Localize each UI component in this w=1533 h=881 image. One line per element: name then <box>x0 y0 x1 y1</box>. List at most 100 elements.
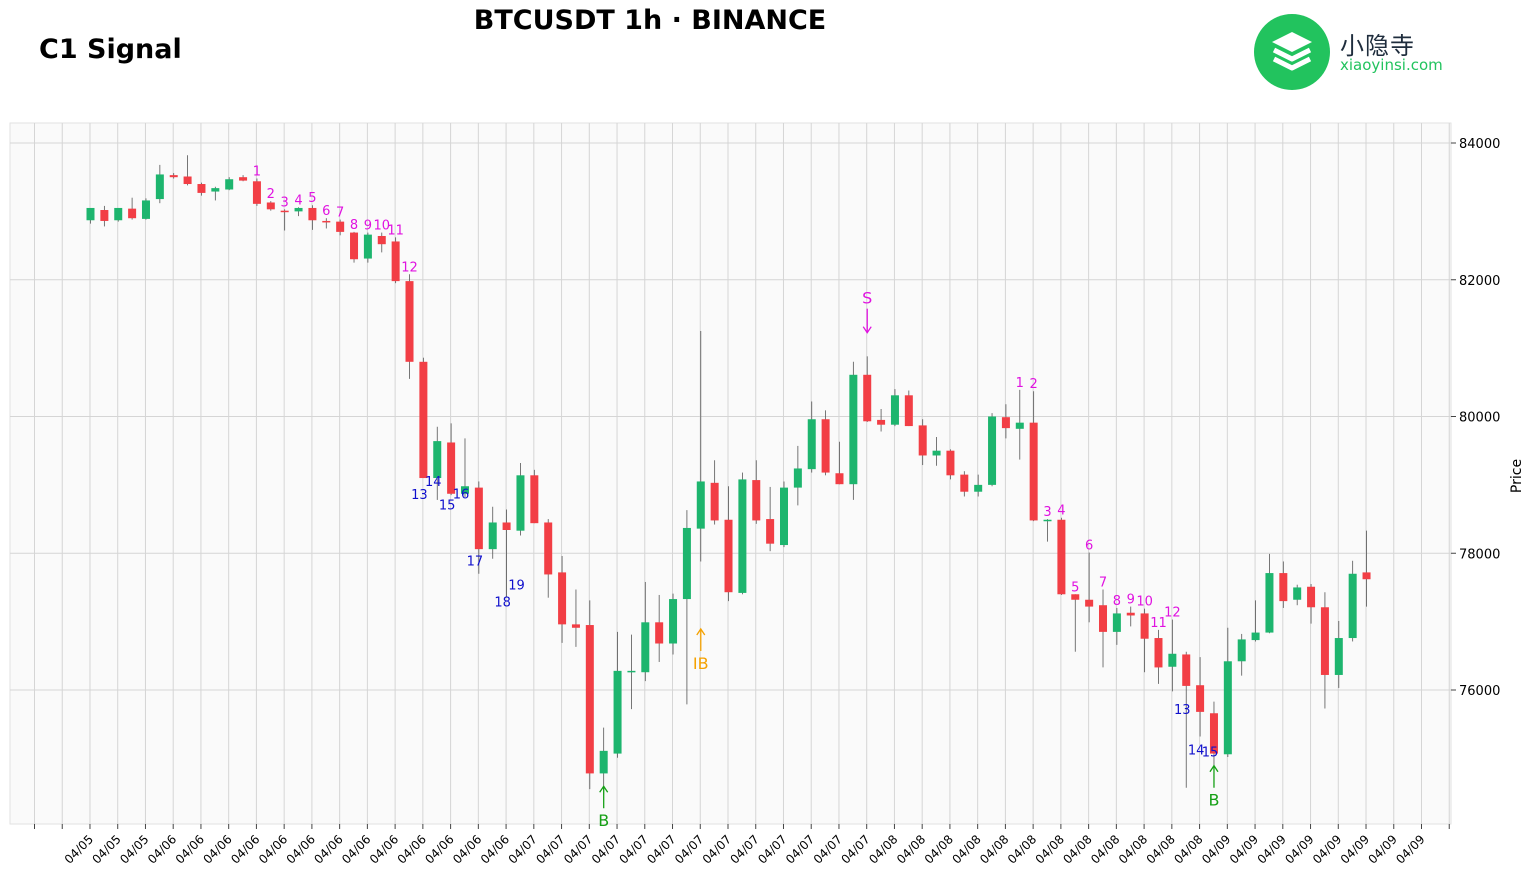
candle-body <box>239 177 248 181</box>
x-tick-label: 04/08 <box>922 832 956 866</box>
candle <box>405 274 414 379</box>
y-tick-label: 76000 <box>1459 684 1500 699</box>
candle-body <box>86 207 95 221</box>
candle <box>585 600 594 790</box>
candle <box>211 186 220 201</box>
candle <box>377 232 386 253</box>
signal-label: S <box>862 289 872 308</box>
candle-body <box>710 482 719 521</box>
candle-body <box>169 175 178 178</box>
candle <box>1307 584 1316 624</box>
candle <box>447 423 456 496</box>
candle <box>1001 404 1010 439</box>
candle-body <box>1237 639 1246 662</box>
countdown-count-label: 15 <box>439 498 456 513</box>
x-tick-label: 04/08 <box>977 832 1011 866</box>
candle-body <box>419 361 428 479</box>
candle-body <box>988 416 997 485</box>
candle <box>128 197 137 220</box>
x-tick-label: 04/06 <box>173 832 207 866</box>
candle-body <box>1348 573 1357 639</box>
x-tick-label: 04/09 <box>1199 832 1233 866</box>
candle-body <box>474 487 483 550</box>
x-tick-label: 04/07 <box>672 832 706 866</box>
candle <box>266 201 275 211</box>
candle-body <box>1071 594 1080 600</box>
candle-body <box>613 670 622 754</box>
corner-title: C1 Signal <box>39 34 182 65</box>
candle <box>391 237 400 284</box>
candle <box>1057 517 1066 595</box>
arrow-head-icon <box>599 785 609 793</box>
candle <box>474 481 483 574</box>
candle-body <box>946 450 955 476</box>
candle <box>322 218 331 229</box>
arrow-head-icon <box>862 326 872 334</box>
x-tick-label: 04/08 <box>1005 832 1039 866</box>
candle-body <box>1112 613 1121 632</box>
candle-body <box>447 442 456 494</box>
candle <box>1223 627 1232 758</box>
candle-body <box>1126 612 1135 616</box>
candle-body <box>391 241 400 282</box>
setup-count-label: 4 <box>294 193 302 208</box>
candle <box>599 727 608 795</box>
candle <box>752 460 761 524</box>
x-tick-label: 04/07 <box>728 832 762 866</box>
candle <box>918 419 927 466</box>
y-tick-label: 84000 <box>1459 137 1500 152</box>
x-tick-label: 04/07 <box>838 832 872 866</box>
candle-body <box>280 210 289 213</box>
candle <box>682 510 691 705</box>
setup-count-label: 2 <box>1030 377 1038 392</box>
countdown-count-label: 14 <box>425 475 442 490</box>
candle <box>183 155 192 186</box>
countdown-count-label: 13 <box>411 488 428 503</box>
candles <box>86 155 1371 795</box>
candle-body <box>877 419 886 425</box>
candle <box>294 207 303 217</box>
candle-body <box>641 622 650 673</box>
candle-body <box>835 473 844 485</box>
setup-count-label: 5 <box>1071 580 1079 595</box>
candle <box>1112 607 1121 645</box>
signal-label: B <box>598 811 609 830</box>
x-tick-label: 04/06 <box>311 832 345 866</box>
candle <box>1071 594 1080 652</box>
candle <box>1209 701 1218 766</box>
candle-body <box>669 599 678 644</box>
candle-body <box>1320 607 1329 675</box>
x-tick-label: 04/06 <box>284 832 318 866</box>
countdown-count-label: 13 <box>1174 703 1191 718</box>
candle <box>571 589 580 647</box>
x-tick-label: 04/08 <box>1116 832 1150 866</box>
candle-body <box>322 220 331 223</box>
candle <box>1029 391 1038 522</box>
setup-count-label: 12 <box>401 260 418 275</box>
candle <box>197 182 206 196</box>
candle-body <box>766 519 775 544</box>
x-tick-label: 04/07 <box>589 832 623 866</box>
candle-body <box>377 235 386 245</box>
x-tick-label: 04/08 <box>866 832 900 866</box>
x-tick-label: 04/05 <box>117 832 151 866</box>
y-tick-label: 78000 <box>1459 547 1500 562</box>
candle <box>252 178 261 206</box>
candle <box>1196 657 1205 737</box>
candle <box>1085 552 1094 623</box>
candle <box>308 205 317 230</box>
x-tick-label: 04/08 <box>1033 832 1067 866</box>
candle-body <box>516 475 525 531</box>
candle <box>502 509 511 598</box>
candle <box>114 207 123 222</box>
setup-count-label: 11 <box>387 223 404 238</box>
candle-body <box>460 486 469 494</box>
x-tick-label: 04/06 <box>450 832 484 866</box>
candle <box>86 207 95 224</box>
candle-body <box>960 474 969 492</box>
candle-body <box>821 419 830 473</box>
candle <box>627 634 636 710</box>
candle-body <box>1043 519 1052 522</box>
countdown-count-label: 15 <box>1202 745 1219 760</box>
candle <box>863 356 872 422</box>
